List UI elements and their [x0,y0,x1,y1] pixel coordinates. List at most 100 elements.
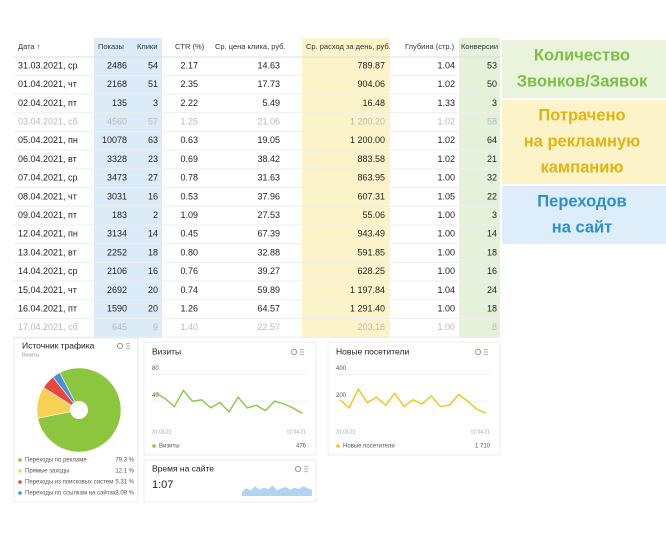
legend-total: 1 710 [475,444,491,450]
cell: 0.69 [180,154,198,164]
cell: 3 [153,98,158,108]
cell: 32.88 [257,247,280,257]
column-header: Конверсии [461,42,498,51]
y-tick-label: 400 [336,366,347,372]
callout-line: Потрачено [538,106,625,124]
legend-dot [18,480,22,484]
legend-dot [336,444,340,448]
cell: 0.53 [180,191,198,201]
cell: 883.58 [357,154,385,164]
cell: 14.04.2021, ср [18,266,78,276]
drag-dot [486,353,488,356]
x-tick-label: 31.03.21 [152,429,172,435]
legend-dot [18,469,22,473]
cell: 07.04.2021, ср [18,173,78,183]
y-tick-label: 80 [152,366,159,372]
cell: 16 [148,191,158,201]
drag-dot [306,465,308,468]
cell: 16.48 [362,98,385,108]
legend-value: 5.31 % [115,480,134,486]
cell: 1.02 [437,79,455,89]
cell: 22.57 [257,322,280,332]
drag-dot [126,347,128,350]
cell: 51 [148,79,158,89]
legend-dot [18,491,22,495]
legend-label: Переходы по ссылкам на сайтах [25,490,116,497]
cell: 1.04 [437,60,455,70]
cell: 14 [148,229,158,239]
cell: 1.00 [437,210,455,220]
cell: 67.39 [257,229,280,239]
cell: 3473 [107,173,127,183]
cell: 1 291.40 [350,303,385,313]
cell: 31.03.2021, ср [18,60,78,70]
column-header: Ср. расход за день, руб. [306,42,391,51]
cell: 16 [487,266,497,276]
cell: 2692 [107,285,127,295]
line-series [155,389,303,414]
cell: 20 [148,303,158,313]
legend-value: 12.1 % [115,469,134,475]
column-header: Дата ↑ [18,42,40,51]
drag-dot [486,348,488,351]
x-tick-label: 17.04.21 [287,429,307,435]
cell: 5.49 [262,98,280,108]
callout-background [502,186,666,244]
x-tick-label: 31.03.21 [336,429,356,435]
cell: 55.06 [362,210,385,220]
widget-title: Время на сайте [152,463,214,473]
sparkline-area [242,485,312,496]
cell: 1 200.00 [350,135,385,145]
widget-title: Источник трафика [22,340,95,350]
column-header: CTR (%) [175,42,205,51]
cell: 31.63 [257,173,280,183]
cell: 08.04.2021, чт [18,191,77,201]
cell: 1.02 [437,116,455,126]
cell: 1.02 [437,154,455,164]
pie-slice [52,372,80,411]
drag-dot [128,342,130,345]
cell: 2.35 [180,79,198,89]
table: Дата ↑ Показы Клики CTR (%) Ср. цена клика, … [14,42,500,338]
legend-label: Визиты [159,444,180,450]
drag-dot [300,348,302,351]
y-tick-label: 200 [336,393,347,399]
cell: 3031 [107,191,127,201]
new_visitors-panel [327,341,501,456]
cell: 15.04.2021, чт [18,285,77,295]
column-header: Ср. цена клика, руб. [215,42,286,51]
settings-icon [474,348,482,356]
cell: 2106 [107,266,127,276]
cell: 0.74 [180,285,198,295]
callout-line: на сайт [552,218,613,236]
legend-label: Новые посетители [343,444,395,450]
cell: 904.06 [357,79,385,89]
drag-dot [128,345,130,347]
cell: 1.09 [180,210,198,220]
legend-label: Переходы по рекламе [25,458,87,464]
cell: 1.40 [180,322,198,332]
cell: 4560 [107,116,127,126]
cell: 135 [112,98,127,108]
cell: 0.63 [180,135,198,145]
cell: 10078 [102,135,127,145]
callout-background [502,40,666,98]
column-header: Глубина (стр.) [405,42,455,51]
callout-line: Звонков/Заявок [517,72,648,90]
cell: 1.33 [437,98,455,108]
cell: 09.04.2021, пт [18,210,77,220]
cell: 22 [487,191,497,201]
settings-icon [294,465,302,473]
cell: 1.00 [437,266,455,276]
cell: 1590 [107,303,127,313]
widget-subtitle: Визиты [22,352,40,358]
legend-value: 3.09 % [115,491,134,497]
drag-dot [304,470,306,473]
cell: 0.78 [180,173,198,183]
callouts: Количество Звонков/Заявок Потрачено на рекл… [502,40,666,244]
cell: 1.02 [437,135,455,145]
cell: 17.04.2021, сб [18,322,78,332]
callout-line: Переходов [537,192,626,210]
